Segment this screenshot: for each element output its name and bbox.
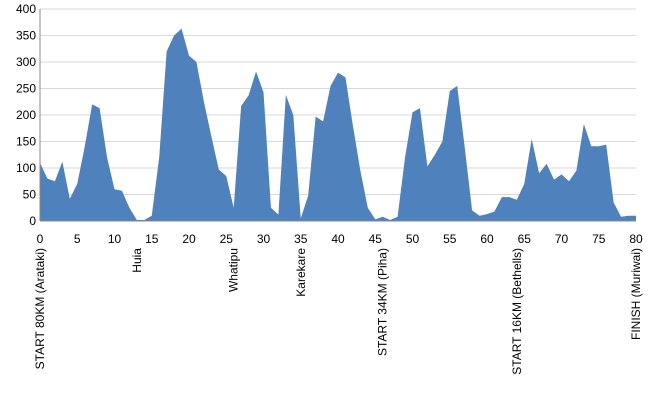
- x-tick-label: 75: [592, 232, 606, 246]
- x-tick-label: 80: [629, 232, 643, 246]
- y-tick-label: 400: [16, 2, 36, 16]
- y-tick-label: 150: [16, 135, 36, 149]
- x-tick-label: 70: [555, 232, 569, 246]
- y-tick-label: 100: [16, 161, 36, 175]
- location-label: START 34KM (Piha): [376, 248, 390, 356]
- x-tick-label: 20: [182, 232, 196, 246]
- location-label: FINISH (Muriwai): [629, 248, 643, 340]
- y-tick-label: 250: [16, 82, 36, 96]
- location-label: START 16KM (Bethells): [510, 248, 524, 375]
- elevation-area: [40, 28, 636, 221]
- x-tick-label: 45: [369, 232, 383, 246]
- y-tick-label: 50: [23, 188, 37, 202]
- location-label: Karekare: [294, 248, 308, 297]
- x-tick-label: 50: [406, 232, 420, 246]
- y-tick-label: 300: [16, 55, 36, 69]
- x-tick-label: 35: [294, 232, 308, 246]
- x-tick-label: 30: [257, 232, 271, 246]
- y-tick-label: 350: [16, 29, 36, 43]
- x-tick-label: 5: [74, 232, 81, 246]
- y-tick-label: 0: [29, 214, 36, 228]
- x-tick-label: 0: [37, 232, 44, 246]
- x-tick-label: 55: [443, 232, 457, 246]
- x-tick-label: 10: [108, 232, 122, 246]
- x-tick-label: 25: [220, 232, 234, 246]
- x-tick-label: 65: [518, 232, 532, 246]
- y-tick-label: 200: [16, 108, 36, 122]
- location-label: Whatipu: [227, 248, 241, 292]
- x-tick-label: 60: [480, 232, 494, 246]
- location-label: START 80KM (Arataki): [33, 248, 47, 369]
- location-label: Huia: [130, 248, 144, 273]
- x-tick-label: 40: [331, 232, 345, 246]
- x-tick-label: 15: [145, 232, 159, 246]
